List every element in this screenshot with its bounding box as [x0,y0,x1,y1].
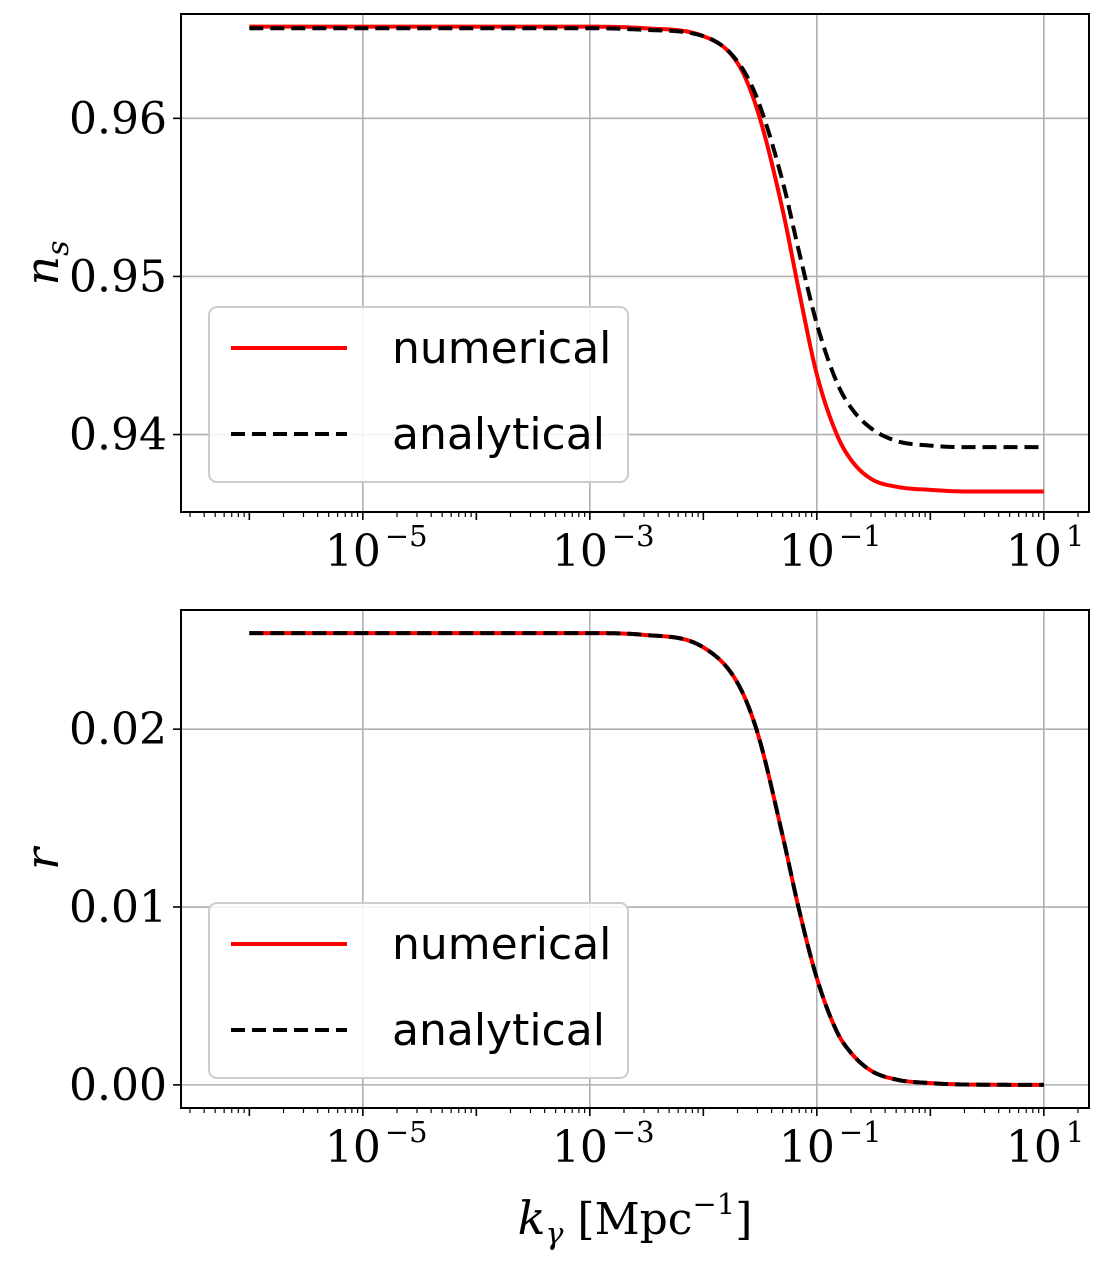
plot-frame [180,13,1090,513]
legend-box [208,902,629,1079]
x-tick-label-exponent: −5 [385,1115,428,1149]
x-tick-label-exponent: −3 [612,1115,655,1149]
plot-frame [180,609,1090,1109]
x-tick-label-exponent: 1 [1066,519,1084,553]
legend-label: numerical [392,919,611,970]
x-tick-label: 10 [325,1122,381,1173]
chart-panel-1: 10 −5 10 −3 10 −1 10 10.940.950.96numericalanal… [15,13,1090,577]
x-tick-label: 10 [779,1122,835,1173]
x-tick-label-exponent: −1 [839,519,882,553]
y-axis-label: r [15,845,69,870]
y-tick-label: 0.02 [69,704,167,755]
x-tick-label-exponent: 1 [1066,1115,1084,1149]
y-tick-label: 0.94 [69,410,167,461]
legend-box [208,306,629,483]
y-tick-label: 0.00 [69,1060,167,1111]
x-tick-label-exponent: −1 [839,1115,882,1149]
x-tick-label-exponent: −5 [385,519,428,553]
x-tick-label: 10 [1006,1122,1062,1173]
legend-label: analytical [392,1005,605,1056]
x-tick-label: 10 [325,526,381,577]
y-tick-label: 0.96 [69,93,167,144]
chart-panel-2: 10 −5 10 −3 10 −1 10 10.000.010.02numericalanal… [15,609,1090,1252]
x-tick-label: 10 [552,1122,608,1173]
x-tick-label: 10 [779,526,835,577]
y-axis-label: ns [15,240,76,285]
series-line-analytical [249,631,1044,1087]
x-tick-label: 10 [552,526,608,577]
y-tick-label: 0.01 [69,882,167,933]
x-tick-label-exponent: −3 [612,519,655,553]
legend-label: analytical [392,409,605,460]
y-tick-label: 0.95 [69,251,167,302]
x-axis-label: kγ [Mpc−1] [518,1187,753,1252]
series-line-analytical [249,26,1044,450]
x-tick-label: 10 [1006,526,1062,577]
legend-label: numerical [392,323,611,374]
